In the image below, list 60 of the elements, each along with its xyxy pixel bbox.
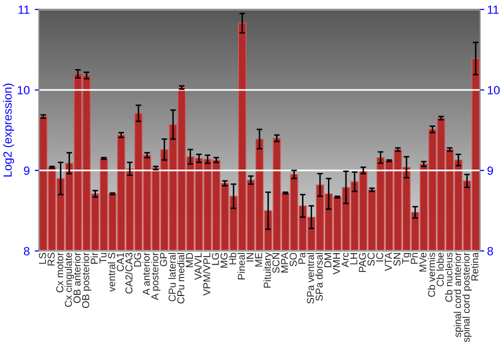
x-tick-label: MG — [220, 253, 228, 268]
x-tick-label: OB anterior — [73, 252, 81, 303]
x-tick-label: IC — [376, 252, 384, 262]
x-tick-label: IN — [246, 253, 254, 262]
x-tick-label: DM — [324, 253, 332, 268]
x-tick-label: A anterior — [142, 252, 150, 296]
x-tick-label: Cx cingulate — [64, 252, 74, 307]
y2-tick-label: 8 — [487, 246, 493, 256]
x-tick-label: Cb vermis — [428, 252, 436, 297]
x-tick-label: Pir — [90, 252, 98, 264]
x-tick-label: SC — [368, 252, 375, 266]
x-tick-label: ventral S — [108, 252, 116, 292]
x-tick-label: OB posterior — [82, 252, 92, 308]
x-tick-label: VPM/VPL — [202, 252, 210, 296]
x-tick-label: VA/VL — [194, 252, 202, 280]
x-tick-label: Hb — [228, 252, 236, 264]
x-tick-label: CPu lateral — [168, 253, 176, 302]
x-tick-label: spinal cord posterior — [462, 252, 472, 342]
x-tick-label: SCN — [272, 253, 280, 273]
x-tick-label: ME — [255, 252, 262, 267]
x-tick-label: Pituitary — [263, 252, 273, 288]
x-tick-label: SO — [290, 252, 297, 266]
x-tick-label: SN — [393, 253, 401, 266]
x-tick-label: MVe — [420, 252, 426, 272]
y-tick-label: 10 — [18, 86, 30, 94]
x-tick-label: Tu — [100, 253, 107, 264]
x-tick-label: Retina — [471, 252, 478, 280]
x-tick-label: CPu medial — [177, 253, 184, 304]
x-tick-label: VTA — [384, 252, 392, 272]
x-tick-label: LG — [212, 253, 219, 265]
x-tick-label: MD — [186, 252, 193, 268]
x-tick-label: Pn — [410, 252, 418, 264]
x-tick-label: GP — [160, 252, 168, 266]
y2-tick-label: 11 — [488, 6, 499, 14]
x-tick-label: A posterior — [151, 252, 160, 300]
y-tick-label: 11 — [18, 6, 30, 14]
x-tick-label: Cb lobe — [436, 252, 444, 286]
x-tick-label: CA2/CA3 — [125, 252, 132, 294]
x-tick-label: Pineal — [238, 253, 245, 280]
y-axis-title: Log2 (expression) — [3, 84, 14, 176]
x-tick-label: CA1 — [116, 252, 124, 272]
x-tick-label: Pa — [298, 252, 306, 264]
x-tick-label: SPa dorsal — [315, 253, 323, 301]
x-tick-label: MPA — [281, 252, 288, 272]
x-tick-label: Cx motor — [56, 252, 64, 292]
x-tick-label: PAG — [358, 253, 366, 272]
x-tick-label: LS — [38, 252, 46, 264]
x-tick-label: SPa ventral — [306, 253, 314, 304]
x-tick-label: DG — [134, 253, 142, 267]
x-tick-label: RS — [48, 252, 55, 266]
x-tick-label: LH — [350, 253, 358, 264]
y2-tick-label: 9 — [488, 166, 493, 175]
y-tick-label: 9 — [24, 166, 30, 175]
x-tick-label: Cb nucleus — [445, 252, 452, 302]
x-tick-label: Arc — [342, 252, 349, 268]
y2-tick-label: 10 — [488, 86, 500, 94]
x-tick-label: Tg — [402, 252, 412, 264]
x-tick-label: spinal cord anterior — [454, 252, 464, 338]
x-tick-label: VMH — [333, 253, 340, 275]
y-tick-label: 8 — [24, 246, 30, 256]
